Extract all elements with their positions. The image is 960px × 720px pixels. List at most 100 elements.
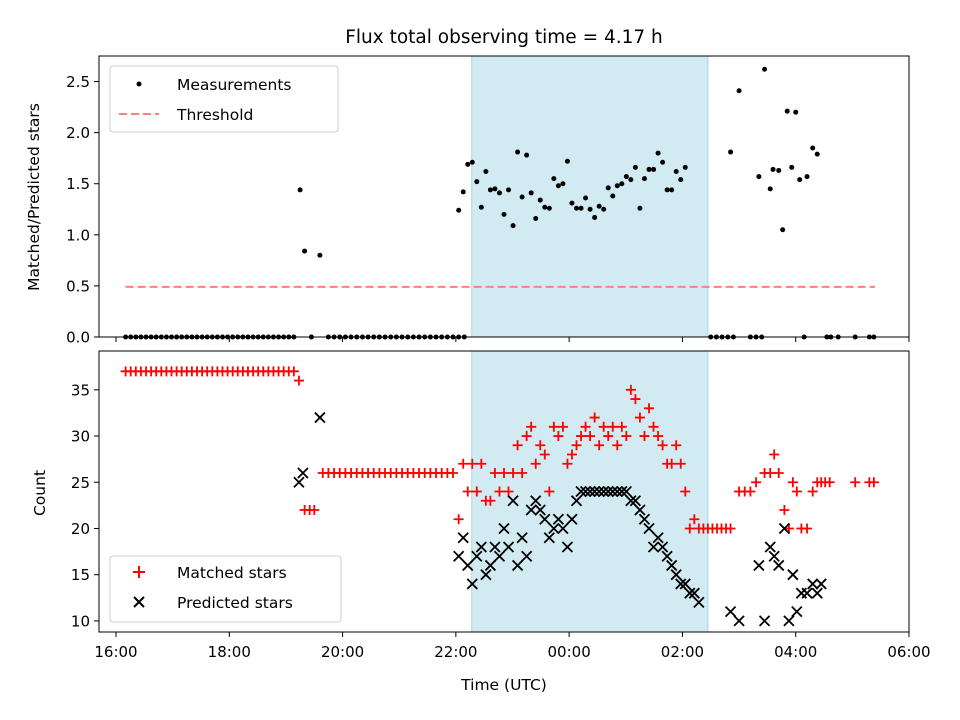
y-tick-label: 1.5	[66, 175, 90, 193]
matched-star-point	[745, 487, 755, 497]
y-tick-label: 2.0	[66, 124, 90, 142]
measurement-point	[728, 150, 733, 155]
y-tick-label: 0.5	[66, 277, 90, 295]
measurement-point	[542, 205, 547, 210]
measurement-point	[511, 223, 516, 228]
measurement-point	[785, 109, 790, 114]
legend-marker-measurements	[137, 82, 142, 87]
predicted-star-point	[734, 616, 744, 626]
measurement-point	[606, 185, 611, 190]
predicted-star-point	[784, 616, 794, 626]
matched-star-point	[769, 450, 779, 460]
x-tick-label: 20:00	[321, 643, 364, 661]
legend-label-matched: Matched stars	[177, 564, 287, 582]
y-tick-label: 2.5	[66, 73, 90, 91]
matched-star-point	[779, 505, 789, 515]
measurement-point	[656, 151, 661, 156]
measurement-point	[756, 174, 761, 179]
predicted-star-point	[754, 560, 764, 570]
y-tick-label: 30	[71, 428, 90, 446]
measurement-point	[520, 195, 525, 200]
measurement-point	[551, 176, 556, 181]
measurement-point	[615, 183, 620, 188]
chart-figure: Flux total observing time = 4.17 h 0.00.…	[0, 0, 960, 720]
measurement-point	[619, 181, 624, 186]
top-panel: 0.00.51.01.52.02.5 Matched/Predicted sta…	[25, 56, 909, 347]
measurement-point	[660, 160, 665, 165]
measurement-point	[597, 204, 602, 209]
measurement-point	[683, 165, 688, 170]
x-tick-label: 00:00	[548, 643, 591, 661]
measurement-point	[465, 162, 470, 167]
measurement-point	[483, 169, 488, 174]
predicted-star-point	[788, 570, 798, 580]
measurement-point	[529, 190, 534, 195]
measurement-point	[780, 227, 785, 232]
x-axis-label: Time (UTC)	[460, 676, 547, 694]
measurement-point	[502, 212, 507, 217]
predicted-star-point	[315, 413, 325, 423]
measurement-point	[497, 190, 502, 195]
matched-star-point	[774, 468, 784, 478]
x-tick-label: 18:00	[208, 643, 251, 661]
matched-star-point	[726, 523, 736, 533]
x-tick-label: 04:00	[774, 643, 817, 661]
measurement-point	[647, 167, 652, 172]
matched-star-point	[289, 366, 299, 376]
measurement-point	[506, 187, 511, 192]
measurement-point	[737, 88, 742, 93]
measurement-point	[805, 174, 810, 179]
measurement-point	[583, 196, 588, 201]
matched-star-point	[825, 477, 835, 487]
predicted-star-point	[294, 477, 304, 487]
y-tick-label: 10	[71, 612, 90, 630]
matched-star-point	[294, 376, 304, 386]
measurement-point	[797, 177, 802, 182]
measurement-point	[601, 207, 606, 212]
measurement-point	[565, 159, 570, 164]
measurement-point	[642, 176, 647, 181]
predicted-star-point	[816, 579, 826, 589]
measurement-point	[776, 168, 781, 173]
measurement-point	[793, 110, 798, 115]
measurement-point	[669, 187, 674, 192]
measurement-point	[762, 67, 767, 72]
measurement-point	[674, 169, 679, 174]
measurement-point	[492, 186, 497, 191]
predicted-star-point	[812, 588, 822, 598]
matched-star-point	[869, 477, 879, 487]
x-tick-label: 06:00	[887, 643, 930, 661]
measurement-point	[789, 165, 794, 170]
measurement-point	[560, 181, 565, 186]
measurement-point	[574, 206, 579, 211]
bottom-y-axis-label: Count	[31, 470, 49, 516]
bottom-x-ticks: 16:00 18:00 20:00 22:00 00:00 02:00 04:00 06:00	[94, 632, 930, 661]
measurement-point	[628, 177, 633, 182]
predicted-star-point	[792, 607, 802, 617]
measurement-point	[678, 177, 683, 182]
top-y-axis-label: Matched/Predicted stars	[25, 103, 43, 291]
predicted-star-point	[454, 551, 464, 561]
measurement-point	[610, 193, 615, 198]
predicted-star-point	[774, 560, 784, 570]
predicted-star-point	[808, 579, 818, 589]
measurement-point	[533, 216, 538, 221]
matched-star-point	[808, 487, 818, 497]
legend-label-threshold: Threshold	[176, 106, 253, 124]
predicted-star-point	[726, 607, 736, 617]
measurement-point	[474, 179, 479, 184]
y-tick-label: 0.0	[66, 329, 90, 347]
measurement-point	[524, 153, 529, 158]
measurement-point	[768, 186, 773, 191]
measurement-point	[588, 207, 593, 212]
measurement-point	[298, 187, 303, 192]
measurement-point	[771, 167, 776, 172]
legend-label-measurements: Measurements	[177, 76, 292, 94]
measurement-point	[651, 167, 656, 172]
matched-star-point	[458, 459, 468, 469]
matched-star-point	[850, 477, 860, 487]
predicted-star-point	[769, 551, 779, 561]
x-tick-label: 16:00	[94, 643, 137, 661]
measurement-point	[547, 206, 552, 211]
x-tick-label: 22:00	[434, 643, 477, 661]
